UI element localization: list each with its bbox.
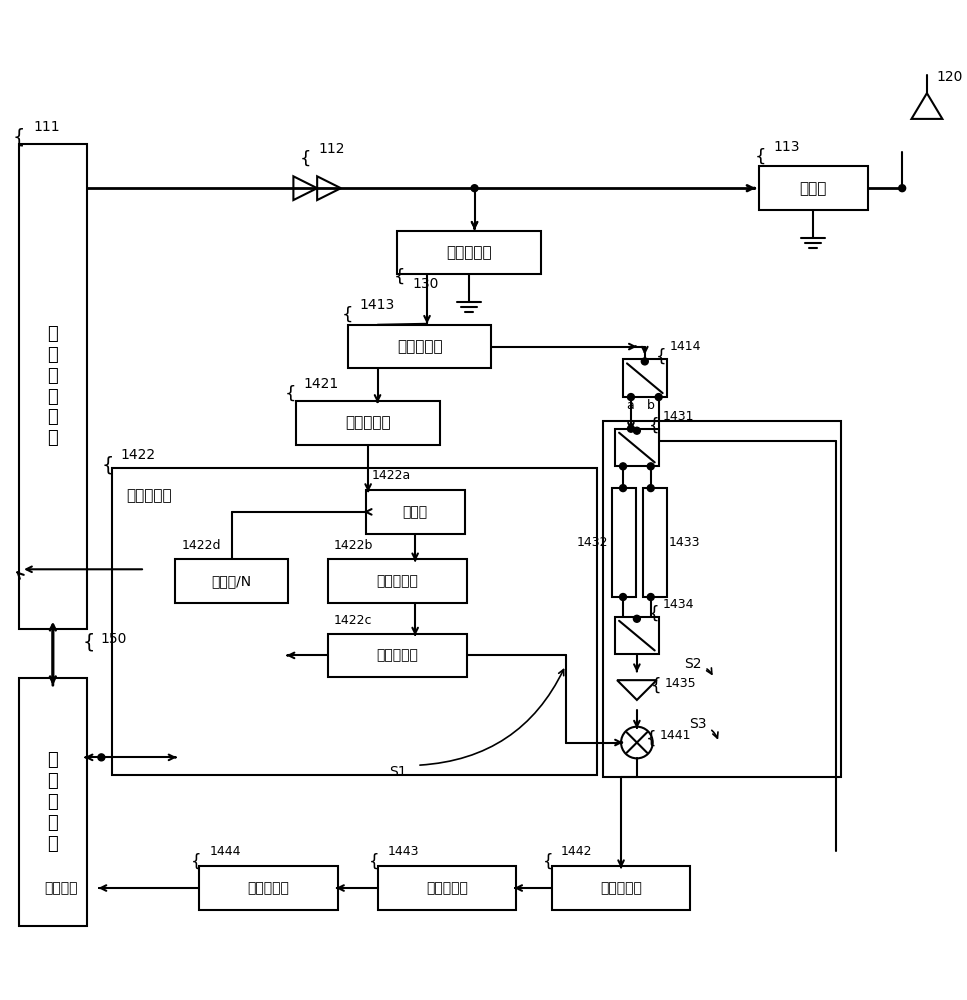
Text: 112: 112 [318, 142, 344, 156]
Bar [199, 866, 337, 910]
Bar [328, 559, 467, 603]
Bar [19, 144, 86, 629]
Text: 1422: 1422 [120, 448, 156, 462]
Bar [615, 617, 659, 654]
Circle shape [647, 463, 655, 470]
Circle shape [620, 594, 627, 600]
Text: 第五滤波器: 第五滤波器 [601, 881, 642, 895]
Text: {: { [656, 347, 666, 365]
Text: {: { [651, 677, 661, 695]
Text: 鉴相器: 鉴相器 [402, 505, 427, 519]
Text: {: { [102, 456, 114, 475]
Circle shape [620, 485, 627, 492]
Text: 1422a: 1422a [371, 469, 411, 482]
Circle shape [628, 394, 634, 401]
Bar [759, 166, 867, 210]
Bar [397, 231, 541, 274]
Text: 111: 111 [33, 120, 60, 134]
Text: 150: 150 [101, 632, 127, 646]
Circle shape [647, 485, 655, 492]
Text: 1434: 1434 [662, 598, 694, 611]
Circle shape [656, 394, 662, 401]
Bar [175, 559, 288, 603]
Text: 113: 113 [774, 140, 800, 154]
Text: 1413: 1413 [360, 298, 395, 312]
Bar [296, 401, 440, 445]
Text: 压控振荡器: 压控振荡器 [376, 648, 419, 662]
Text: 第二滤波器: 第二滤波器 [376, 574, 419, 588]
Text: {: { [300, 149, 311, 167]
Text: {: { [341, 306, 353, 324]
Text: {: { [13, 127, 25, 146]
Text: 模数转换器: 模数转换器 [248, 881, 289, 895]
Text: {: { [543, 852, 554, 870]
Bar [348, 325, 491, 368]
Bar [615, 429, 659, 466]
Text: 电压信号: 电压信号 [44, 881, 77, 895]
Text: 1432: 1432 [576, 536, 608, 549]
Bar [643, 488, 666, 597]
Text: {: { [394, 267, 405, 285]
Text: 射
频
集
成
单
元: 射 频 集 成 单 元 [47, 325, 58, 447]
Text: 调
制
解
调
器: 调 制 解 调 器 [47, 751, 58, 853]
Text: 120: 120 [937, 70, 963, 84]
Text: 1443: 1443 [388, 845, 419, 858]
Text: 1422b: 1422b [334, 539, 373, 552]
Text: 1435: 1435 [664, 677, 696, 690]
Text: 130: 130 [412, 277, 439, 291]
Text: 1444: 1444 [209, 845, 241, 858]
Circle shape [98, 754, 104, 761]
Text: S1: S1 [390, 765, 407, 779]
Bar [603, 421, 840, 777]
Text: a: a [626, 399, 633, 412]
Text: 1433: 1433 [668, 536, 700, 549]
Circle shape [620, 463, 627, 470]
Bar [366, 490, 465, 534]
Text: 1422c: 1422c [334, 614, 372, 627]
Text: 第三功分器: 第三功分器 [396, 339, 443, 354]
Circle shape [641, 358, 648, 365]
Text: {: { [646, 730, 657, 748]
Circle shape [471, 185, 478, 192]
Text: S3: S3 [689, 717, 718, 738]
Text: {: { [190, 852, 201, 870]
Circle shape [647, 594, 655, 600]
Text: {: { [649, 605, 659, 623]
Bar [328, 634, 467, 677]
Text: 第一滤波器: 第一滤波器 [345, 415, 391, 430]
Text: 1422d: 1422d [182, 539, 221, 552]
Bar [112, 468, 598, 775]
Text: {: { [83, 632, 96, 651]
Bar [377, 866, 516, 910]
Text: b: b [647, 399, 655, 412]
Text: {: { [368, 852, 379, 870]
Bar [612, 488, 636, 597]
Text: 1442: 1442 [561, 845, 592, 858]
Text: S2: S2 [685, 657, 712, 674]
Text: 第一耦合器: 第一耦合器 [447, 245, 492, 260]
Text: 分频器/N: 分频器/N [212, 574, 251, 588]
Circle shape [633, 427, 640, 434]
Text: 锁相环单元: 锁相环单元 [126, 488, 172, 503]
Text: 1414: 1414 [669, 340, 701, 353]
Bar [19, 678, 86, 926]
Text: 1421: 1421 [304, 377, 338, 391]
Circle shape [633, 615, 640, 622]
Text: 1441: 1441 [659, 729, 691, 742]
Text: {: { [755, 148, 767, 166]
Text: 调谐器: 调谐器 [800, 181, 827, 196]
Circle shape [898, 185, 906, 192]
Text: 包络检波器: 包络检波器 [425, 881, 468, 895]
Text: {: { [285, 385, 296, 403]
Bar [623, 359, 666, 397]
Text: 1431: 1431 [662, 410, 694, 423]
Bar [552, 866, 690, 910]
Circle shape [628, 425, 634, 432]
Text: {: { [649, 417, 659, 435]
